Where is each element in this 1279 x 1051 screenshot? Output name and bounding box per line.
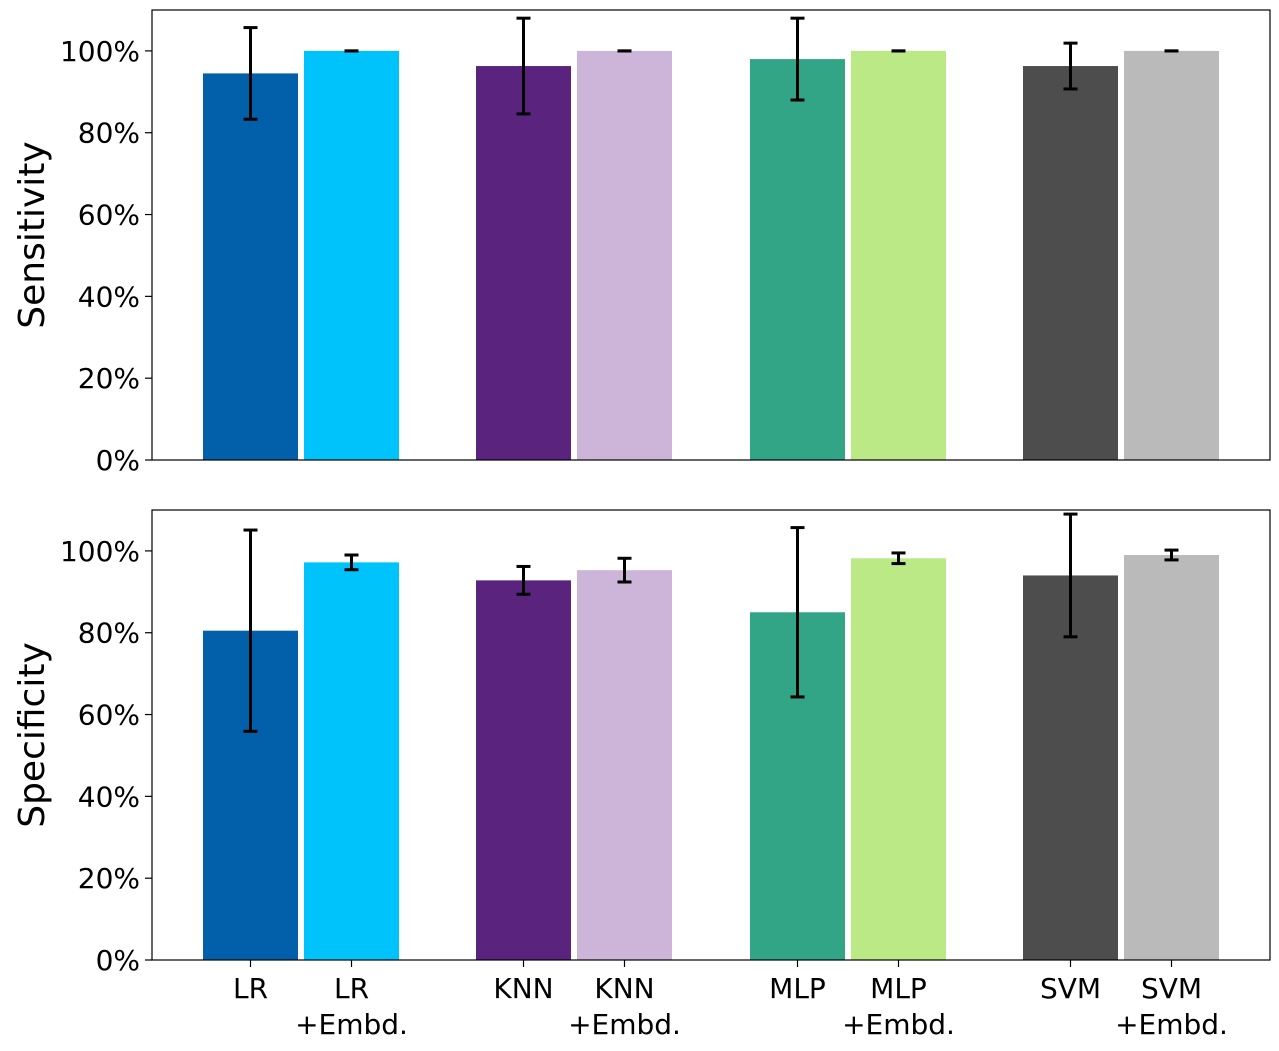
- bar-sensitivity-1: [304, 50, 399, 461]
- xtick-label-6-line-0: SVM: [1040, 972, 1101, 1005]
- ytick-label-0-3: 60%: [78, 199, 140, 232]
- bar-sensitivity-0: [203, 73, 298, 460]
- bar-sensitivity-3: [577, 50, 672, 461]
- xtick-label-3-line-0: KNN: [594, 972, 654, 1005]
- xtick-label-5-line-0: MLP: [870, 972, 927, 1005]
- ytick-label-0-4: 80%: [78, 117, 140, 150]
- xtick-label-1-line-0: LR: [334, 972, 369, 1005]
- ytick-label-0-2: 40%: [78, 280, 140, 313]
- ytick-label-1-1: 20%: [78, 862, 140, 895]
- ytick-label-1-5: 100%: [60, 535, 140, 568]
- xtick-label-2-line-0: KNN: [493, 972, 553, 1005]
- ytick-label-1-4: 80%: [78, 617, 140, 650]
- xtick-label-1-line-1: +Embd.: [295, 1008, 408, 1041]
- ytick-label-1-3: 60%: [78, 699, 140, 732]
- xtick-label-7-line-1: +Embd.: [1115, 1008, 1228, 1041]
- xtick-label-5-line-1: +Embd.: [842, 1008, 955, 1041]
- bar-sensitivity-2: [476, 66, 571, 460]
- bar-specificity-1: [304, 562, 399, 960]
- ytick-label-1-2: 40%: [78, 780, 140, 813]
- bar-specificity-2: [476, 580, 571, 960]
- bar-specificity-5: [851, 558, 946, 960]
- xtick-label-3-line-1: +Embd.: [568, 1008, 681, 1041]
- bar-sensitivity-7: [1124, 50, 1219, 461]
- ylabel-specificity: Specificity: [12, 642, 53, 828]
- ylabel-sensitivity: Sensitivity: [12, 141, 53, 328]
- bar-sensitivity-5: [851, 50, 946, 461]
- xtick-label-7-line-0: SVM: [1141, 972, 1202, 1005]
- bar-specificity-6: [1023, 575, 1118, 960]
- xtick-label-4-line-0: MLP: [769, 972, 826, 1005]
- xtick-label-0-line-0: LR: [233, 972, 268, 1005]
- ytick-label-1-0: 0%: [96, 944, 140, 977]
- plot-frame-0: [151, 9, 1271, 461]
- bar-specificity-7: [1124, 555, 1219, 960]
- ytick-label-0-5: 100%: [60, 35, 140, 68]
- bar-specificity-3: [577, 570, 672, 960]
- bar-sensitivity-6: [1023, 66, 1118, 460]
- ytick-label-0-0: 0%: [96, 444, 140, 477]
- ytick-label-0-1: 20%: [78, 362, 140, 395]
- plot-frame-1: [151, 509, 1271, 961]
- bar-sensitivity-4: [750, 59, 845, 460]
